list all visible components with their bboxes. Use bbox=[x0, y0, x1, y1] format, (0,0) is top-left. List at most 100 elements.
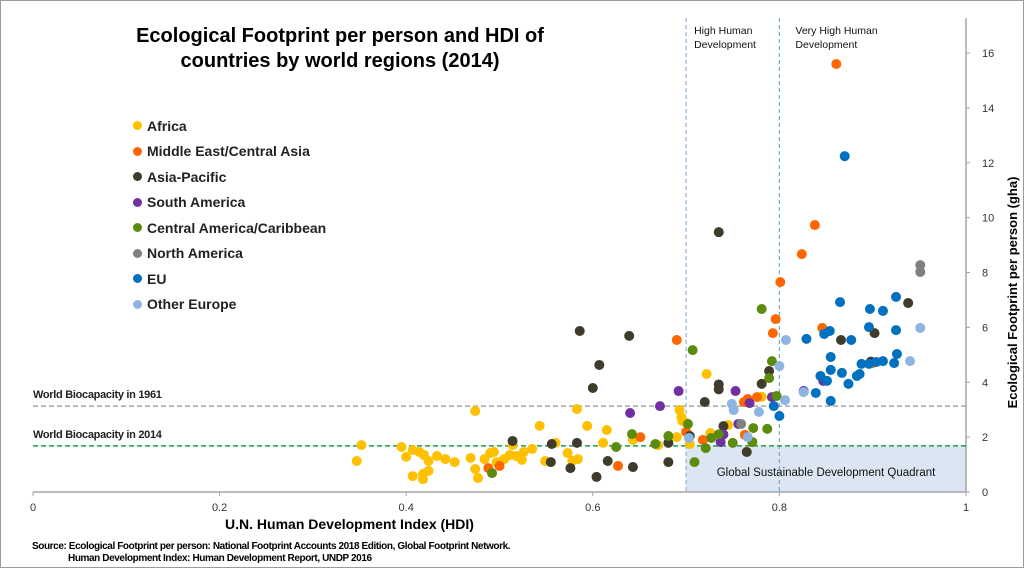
point-middle-east-central-asia bbox=[809, 220, 820, 231]
point-eu bbox=[768, 401, 779, 412]
legend-item-other-europe: Other Europe bbox=[133, 292, 326, 318]
point-central-america-caribbean bbox=[626, 429, 637, 440]
y-tick-label: 6 bbox=[982, 322, 988, 334]
point-asia-pacific bbox=[602, 455, 613, 466]
very-high-hd-label: Very High Human bbox=[795, 25, 877, 37]
point-central-america-caribbean bbox=[764, 373, 775, 384]
point-africa bbox=[527, 443, 538, 454]
x-tick-label: 1 bbox=[963, 502, 969, 514]
point-africa bbox=[582, 420, 593, 431]
point-asia-pacific bbox=[565, 463, 576, 474]
point-asia-pacific bbox=[756, 378, 767, 389]
title-line-2: countries by world regions (2014) bbox=[180, 50, 500, 72]
point-eu bbox=[891, 325, 902, 336]
point-central-america-caribbean bbox=[689, 457, 700, 468]
point-eu bbox=[821, 375, 832, 386]
legend-item-central-america-caribbean: Central America/Caribbean bbox=[133, 215, 326, 241]
legend-label: EU bbox=[147, 270, 167, 287]
point-asia-pacific bbox=[713, 227, 724, 238]
point-africa bbox=[598, 437, 609, 448]
point-central-america-caribbean bbox=[650, 438, 661, 449]
point-eu bbox=[825, 364, 836, 375]
point-central-america-caribbean bbox=[700, 443, 711, 454]
point-central-america-caribbean bbox=[727, 437, 738, 448]
point-south-america bbox=[673, 386, 684, 397]
point-asia-pacific bbox=[591, 471, 602, 482]
legend-marker bbox=[133, 197, 142, 207]
point-asia-pacific bbox=[663, 457, 674, 468]
point-central-america-caribbean bbox=[771, 390, 782, 401]
point-middle-east-central-asia bbox=[494, 460, 505, 471]
point-other-europe bbox=[728, 404, 739, 415]
point-africa bbox=[572, 454, 583, 465]
y-tick-label: 10 bbox=[982, 213, 994, 225]
point-eu bbox=[810, 387, 821, 398]
point-asia-pacific bbox=[545, 457, 556, 468]
point-middle-east-central-asia bbox=[770, 314, 781, 325]
legend-label: North America bbox=[147, 245, 243, 262]
point-africa bbox=[440, 454, 451, 465]
point-central-america-caribbean bbox=[766, 356, 777, 367]
legend-label: Middle East/Central Asia bbox=[147, 143, 310, 160]
legend-label: Other Europe bbox=[147, 296, 237, 313]
point-asia-pacific bbox=[624, 330, 635, 341]
point-other-europe bbox=[742, 432, 753, 443]
point-south-america bbox=[730, 386, 741, 397]
point-africa bbox=[473, 473, 484, 484]
chart-title: Ecological Footprint per person and HDI … bbox=[90, 24, 590, 74]
point-central-america-caribbean bbox=[713, 429, 724, 440]
y-tick-label: 4 bbox=[982, 377, 988, 389]
point-middle-east-central-asia bbox=[796, 249, 807, 260]
point-middle-east-central-asia bbox=[767, 328, 778, 339]
point-other-europe bbox=[798, 387, 809, 398]
legend-marker bbox=[133, 299, 142, 309]
point-asia-pacific bbox=[699, 397, 710, 408]
point-africa bbox=[423, 465, 434, 476]
point-eu bbox=[891, 348, 902, 359]
point-south-america bbox=[744, 398, 755, 409]
point-other-europe bbox=[915, 322, 926, 333]
point-africa bbox=[488, 446, 499, 457]
point-asia-pacific bbox=[587, 383, 598, 394]
point-central-america-caribbean bbox=[611, 442, 622, 453]
point-south-america bbox=[654, 401, 665, 412]
legend-item-middle-east-central-asia: Middle East/Central Asia bbox=[133, 139, 326, 165]
point-africa bbox=[562, 448, 573, 459]
x-tick-label: 0.6 bbox=[585, 502, 600, 514]
point-africa bbox=[518, 446, 529, 457]
point-eu bbox=[801, 333, 812, 344]
legend-item-africa: Africa bbox=[133, 113, 326, 139]
legend-marker bbox=[133, 121, 142, 131]
point-eu bbox=[877, 305, 888, 316]
x-tick-label: 0.4 bbox=[399, 502, 414, 514]
point-eu bbox=[843, 378, 854, 389]
x-tick-label: 0 bbox=[30, 502, 36, 514]
point-eu bbox=[839, 151, 850, 162]
point-central-america-caribbean bbox=[487, 468, 498, 479]
point-other-europe bbox=[779, 395, 790, 406]
point-middle-east-central-asia bbox=[612, 460, 623, 471]
point-asia-pacific bbox=[764, 366, 775, 377]
point-africa bbox=[516, 454, 527, 465]
point-south-america bbox=[625, 407, 636, 418]
legend-label: South America bbox=[147, 194, 246, 211]
point-eu bbox=[856, 358, 867, 369]
point-eu bbox=[819, 328, 830, 339]
point-middle-east-central-asia bbox=[635, 432, 646, 443]
legend-marker bbox=[133, 274, 142, 284]
point-central-america-caribbean bbox=[762, 423, 773, 434]
quadrant-label: Global Sustainable Development Quadrant bbox=[717, 467, 936, 479]
point-africa bbox=[423, 455, 434, 466]
title-line-1: Ecological Footprint per person and HDI … bbox=[136, 25, 544, 47]
point-africa bbox=[470, 463, 481, 474]
point-central-america-caribbean bbox=[748, 423, 759, 434]
point-asia-pacific bbox=[903, 297, 914, 308]
point-other-europe bbox=[774, 361, 785, 372]
point-other-europe bbox=[780, 334, 791, 345]
point-africa bbox=[676, 412, 687, 423]
point-africa bbox=[671, 432, 682, 443]
y-tick-label: 16 bbox=[982, 48, 994, 60]
point-eu bbox=[863, 322, 874, 333]
point-africa bbox=[396, 442, 407, 453]
